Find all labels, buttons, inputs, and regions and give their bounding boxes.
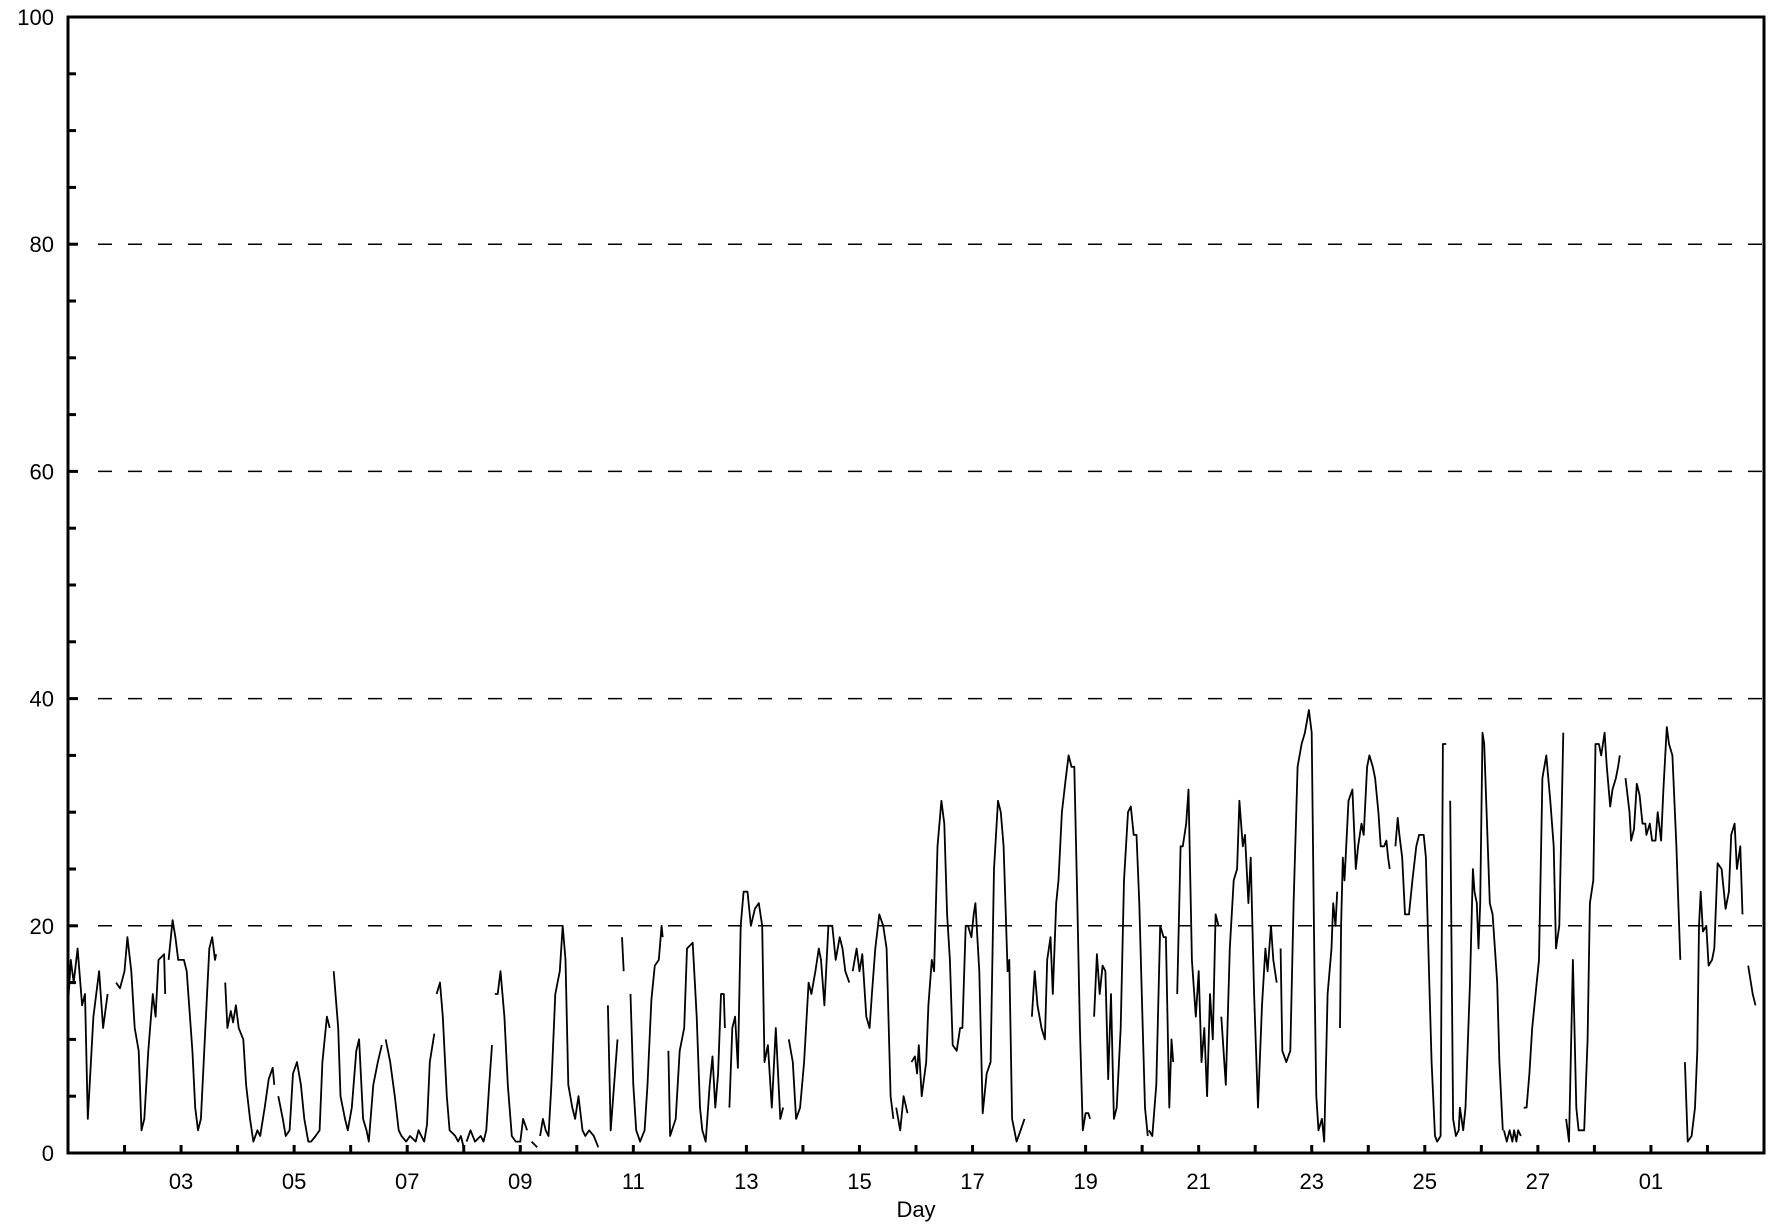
series-line-segment bbox=[435, 981, 465, 1148]
series-line-segment bbox=[895, 1095, 909, 1132]
series-line-segment bbox=[224, 982, 276, 1143]
x-tick-label: 11 bbox=[622, 1169, 645, 1194]
x-tick-label: 05 bbox=[282, 1169, 306, 1194]
x-tick-label: 03 bbox=[169, 1169, 193, 1194]
x-tick-label: 23 bbox=[1299, 1169, 1323, 1194]
series-line-segment bbox=[277, 1015, 331, 1143]
x-tick-label: 27 bbox=[1526, 1169, 1550, 1194]
series-line-segment bbox=[67, 947, 109, 1120]
plot-frame bbox=[66, 15, 1766, 1155]
series-line-segment bbox=[1624, 726, 1682, 960]
series-line-segment bbox=[1449, 731, 1504, 1137]
x-tick-label: 15 bbox=[847, 1169, 871, 1194]
y-tick-label: 80 bbox=[30, 232, 54, 257]
series-line-segment bbox=[1747, 965, 1757, 1006]
series-line-segment bbox=[465, 1045, 493, 1143]
x-axis-title: Day bbox=[896, 1197, 935, 1222]
series-line-segment bbox=[621, 937, 625, 972]
x-tick-label: 19 bbox=[1073, 1169, 1097, 1194]
series-line-segment bbox=[1684, 822, 1744, 1143]
y-tick-label: 0 bbox=[42, 1141, 54, 1166]
series-line-segment bbox=[910, 799, 1026, 1143]
series-line-segment bbox=[1503, 1129, 1522, 1143]
series-line-segment bbox=[787, 924, 851, 1120]
series-line-segment bbox=[728, 890, 784, 1120]
series-line-segment bbox=[332, 971, 383, 1143]
x-tick-label: 09 bbox=[508, 1169, 532, 1194]
series-line-segment bbox=[851, 913, 895, 1120]
series-line-segment bbox=[1031, 754, 1091, 1132]
x-tick-label: 07 bbox=[395, 1169, 419, 1194]
series-line-segment bbox=[539, 924, 600, 1148]
series-line-segment bbox=[530, 1140, 538, 1148]
series-line-segment bbox=[167, 919, 217, 1132]
series-line-segment bbox=[1279, 709, 1339, 1143]
x-tick-label: 17 bbox=[960, 1169, 984, 1194]
series-line-segment bbox=[1176, 788, 1220, 1098]
y-tick-label: 60 bbox=[30, 459, 54, 484]
series-line-segment bbox=[1394, 743, 1447, 1143]
series-line-segment bbox=[1148, 924, 1175, 1137]
x-tick-label: 01 bbox=[1639, 1169, 1663, 1194]
series-line-segment bbox=[384, 1033, 436, 1143]
series-line-segment bbox=[1339, 754, 1391, 1029]
series-line-segment bbox=[629, 924, 664, 1143]
series-lines bbox=[67, 709, 1757, 1148]
series-line-segment bbox=[1523, 732, 1565, 1109]
y-tick-labels: 0 20 40 60 80 100 bbox=[17, 5, 54, 1166]
series-line-segment bbox=[115, 936, 167, 1132]
y-tick-label: 20 bbox=[30, 914, 54, 939]
x-tick-label: 25 bbox=[1413, 1169, 1437, 1194]
series-line-segment bbox=[494, 970, 528, 1143]
y-tick-label: 100 bbox=[17, 5, 54, 30]
series-line-segment bbox=[1565, 731, 1621, 1143]
series-line-segment bbox=[1220, 799, 1278, 1109]
x-tick-labels: 03 05 07 09 11 13 15 17 19 21 23 25 27 01 bbox=[169, 1169, 1663, 1194]
y-tick-label: 40 bbox=[30, 687, 54, 712]
series-line-segment bbox=[1093, 805, 1149, 1137]
x-tick-label: 21 bbox=[1186, 1169, 1210, 1194]
gridlines bbox=[98, 243, 1764, 927]
series-line-segment bbox=[667, 941, 726, 1143]
series-line-segment bbox=[607, 1005, 619, 1132]
x-tick-label: 13 bbox=[734, 1169, 758, 1194]
